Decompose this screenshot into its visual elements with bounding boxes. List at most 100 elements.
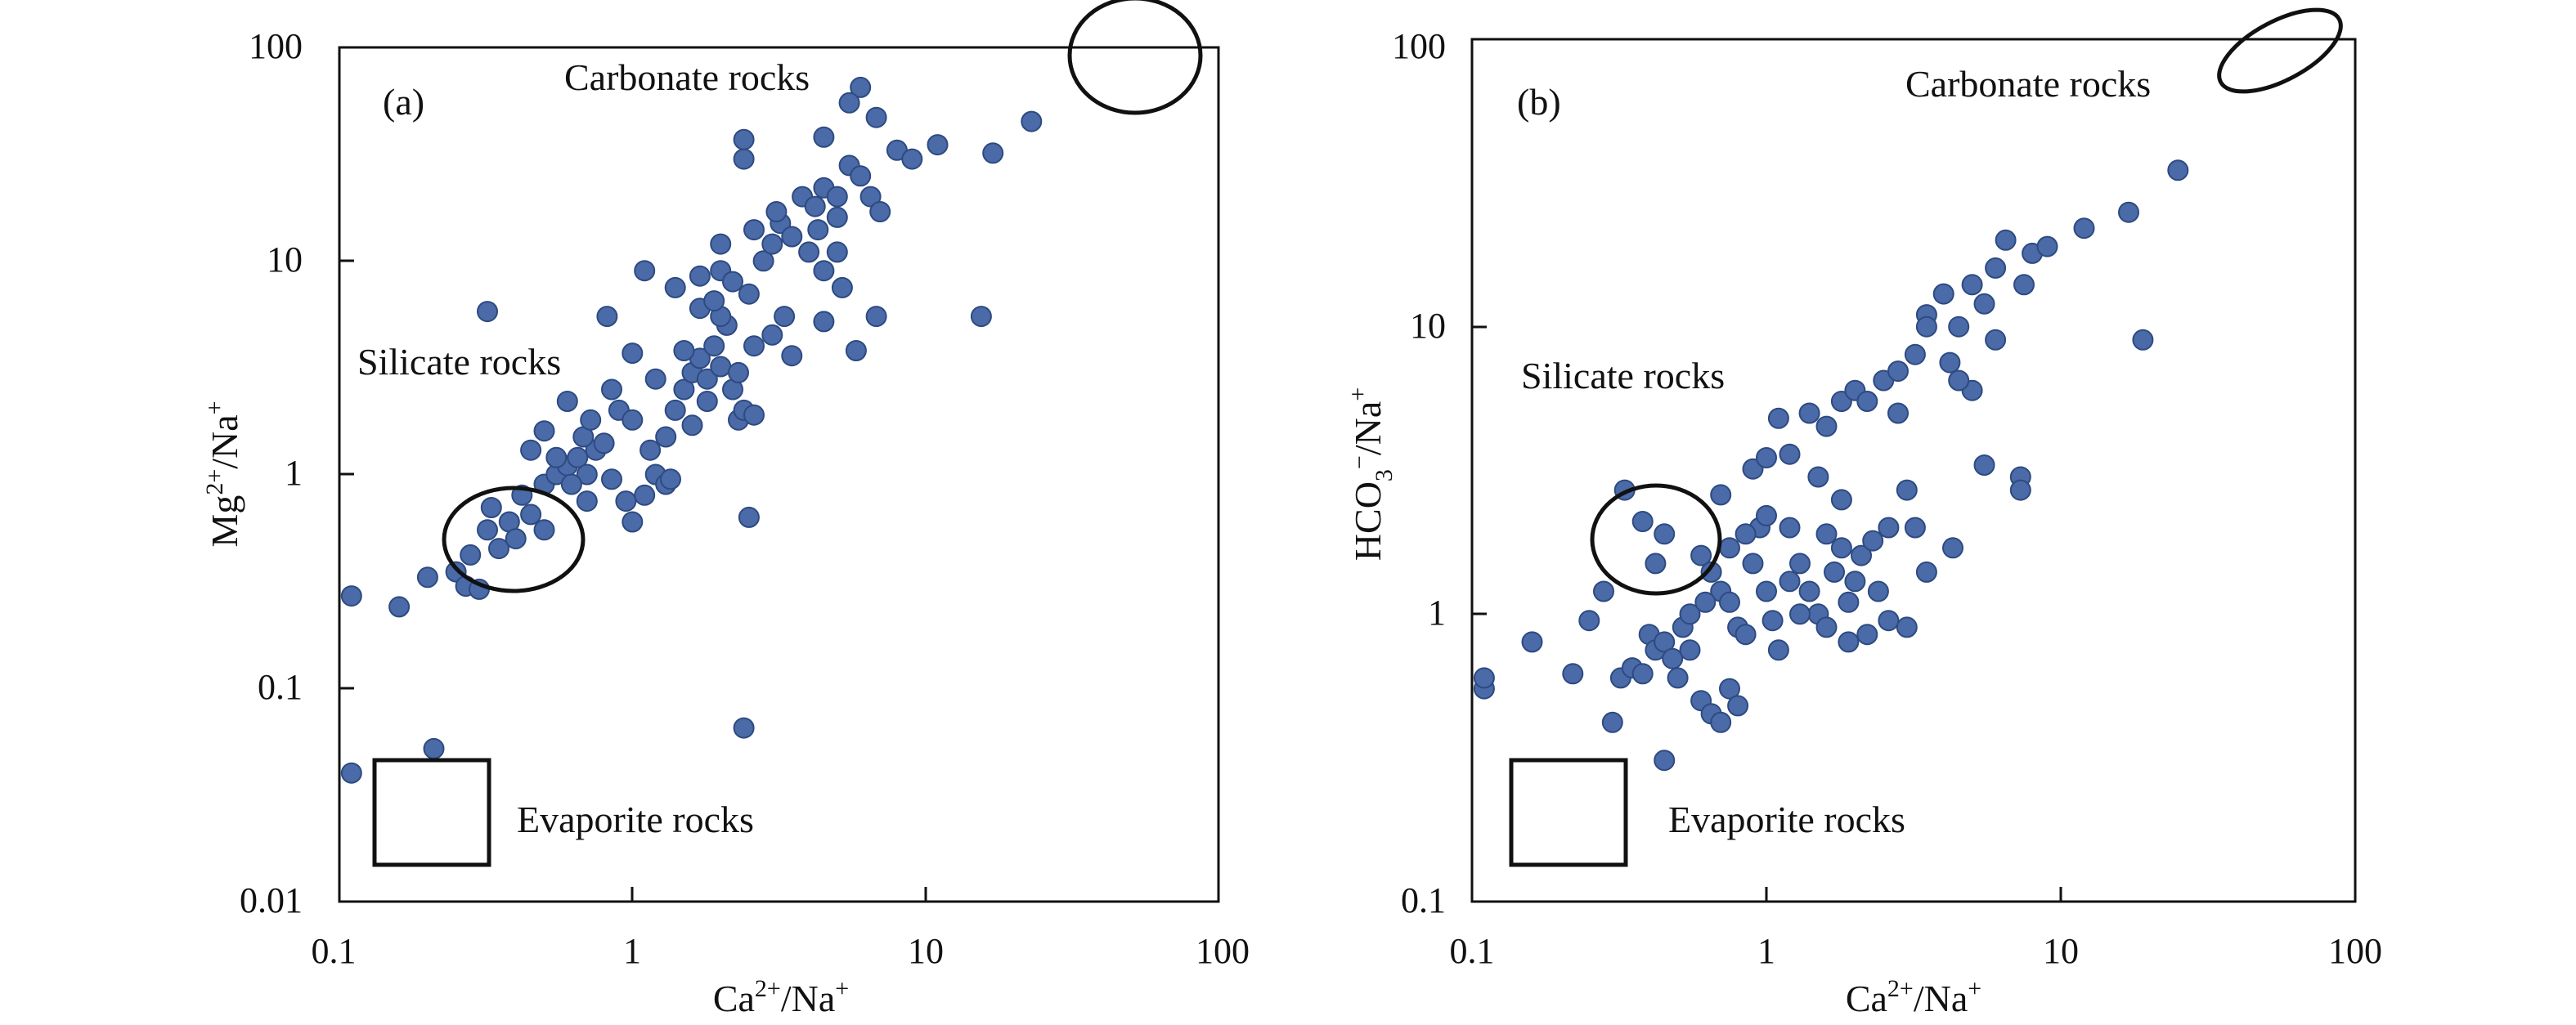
data-point [580, 409, 602, 431]
data-point [1896, 479, 1918, 501]
data-point [2073, 217, 2095, 239]
data-point [1961, 274, 1983, 296]
data-point [850, 165, 872, 187]
data-point [710, 233, 732, 255]
y-tick-label: 0.1 [1401, 880, 1446, 920]
data-point [520, 439, 542, 461]
data-point [560, 473, 582, 495]
carbonate-label-a: Carbonate rocks [564, 56, 810, 98]
panel-tag-b: (b) [1517, 81, 1561, 123]
data-point [1742, 553, 1764, 575]
data-point [1948, 369, 1970, 392]
data-point [761, 324, 783, 346]
data-point [1798, 402, 1820, 424]
y-tick-label: 0.01 [240, 880, 303, 920]
data-point [1719, 678, 1740, 700]
data-point [477, 519, 498, 541]
data-point [1735, 523, 1757, 545]
data-point [850, 76, 872, 98]
data-point [596, 306, 618, 328]
data-point [1631, 511, 1654, 532]
data-point [340, 762, 362, 784]
data-point [1862, 530, 1884, 552]
data-point [488, 538, 509, 560]
data-point [1878, 517, 1900, 539]
data-point [1856, 391, 1878, 412]
data-point [2118, 201, 2139, 223]
x-tick-label: 10 [2043, 931, 2079, 971]
data-point [1654, 631, 1676, 653]
data-point [1798, 580, 1820, 602]
data-point [1887, 360, 1909, 383]
y-tick-label: 100 [1392, 26, 1446, 66]
data-point [696, 391, 718, 412]
data-point [703, 335, 725, 357]
silicate-zone-a [442, 486, 586, 593]
points-b [1473, 159, 2189, 772]
data-point [1654, 523, 1676, 545]
data-point [703, 290, 725, 312]
data-point [505, 528, 527, 550]
evaporite-zone-b [1509, 758, 1628, 867]
data-point [859, 186, 882, 208]
data-point [1601, 711, 1623, 733]
data-point [556, 391, 578, 412]
data-point [681, 414, 703, 436]
data-point [1710, 484, 1732, 506]
data-point [733, 148, 755, 170]
y-ticks-a: 0.01 0.1 1 10 100 [240, 26, 354, 920]
data-point [1710, 711, 1732, 733]
data-point [1904, 343, 1926, 365]
data-point [622, 342, 644, 365]
x-tick-label: 0.1 [312, 931, 357, 971]
data-point [477, 301, 498, 323]
data-point [1727, 695, 1749, 717]
data-point [733, 717, 755, 739]
data-point [1789, 603, 1811, 625]
data-point [1654, 750, 1676, 772]
data-point [1915, 316, 1937, 338]
data-point [982, 142, 1004, 164]
data-point [1631, 663, 1654, 685]
data-point [813, 260, 835, 282]
data-point [1021, 110, 1043, 132]
y-axis-label-b: HCO3−/Na+ [1344, 387, 1398, 561]
data-point [460, 544, 482, 566]
data-point [615, 490, 637, 512]
data-point [1904, 517, 1926, 539]
data-point [655, 426, 677, 448]
data-point [1679, 603, 1701, 625]
data-point [520, 504, 542, 526]
data-point [1896, 616, 1918, 638]
data-point [593, 432, 615, 454]
data-point [622, 409, 644, 431]
data-point [1851, 544, 1872, 566]
y-tick-label: 10 [267, 239, 303, 280]
data-point [1562, 663, 1584, 685]
data-point [644, 368, 666, 390]
data-point [743, 335, 765, 357]
x-tick-label: 1 [1757, 931, 1775, 971]
evaporite-zone-a [372, 758, 491, 867]
data-point [1985, 257, 2007, 279]
data-point [1995, 229, 2017, 251]
data-point [1973, 293, 1995, 315]
x-tick-label: 100 [1196, 931, 1250, 971]
data-point [743, 219, 765, 241]
data-point [826, 206, 848, 228]
data-point [1473, 667, 1495, 689]
data-point [1856, 624, 1878, 646]
data-point [1887, 402, 1909, 424]
data-point [831, 276, 853, 298]
data-point [1830, 537, 1852, 559]
data-point [423, 737, 445, 759]
data-point [1844, 571, 1866, 593]
x-axis-label-b: Ca2+/Na+ [1846, 975, 1981, 1019]
data-point [865, 106, 887, 128]
data-point [1942, 537, 1963, 559]
data-point [1815, 616, 1838, 638]
data-point [696, 368, 718, 390]
data-point [813, 126, 835, 148]
data-point [1838, 591, 1860, 613]
